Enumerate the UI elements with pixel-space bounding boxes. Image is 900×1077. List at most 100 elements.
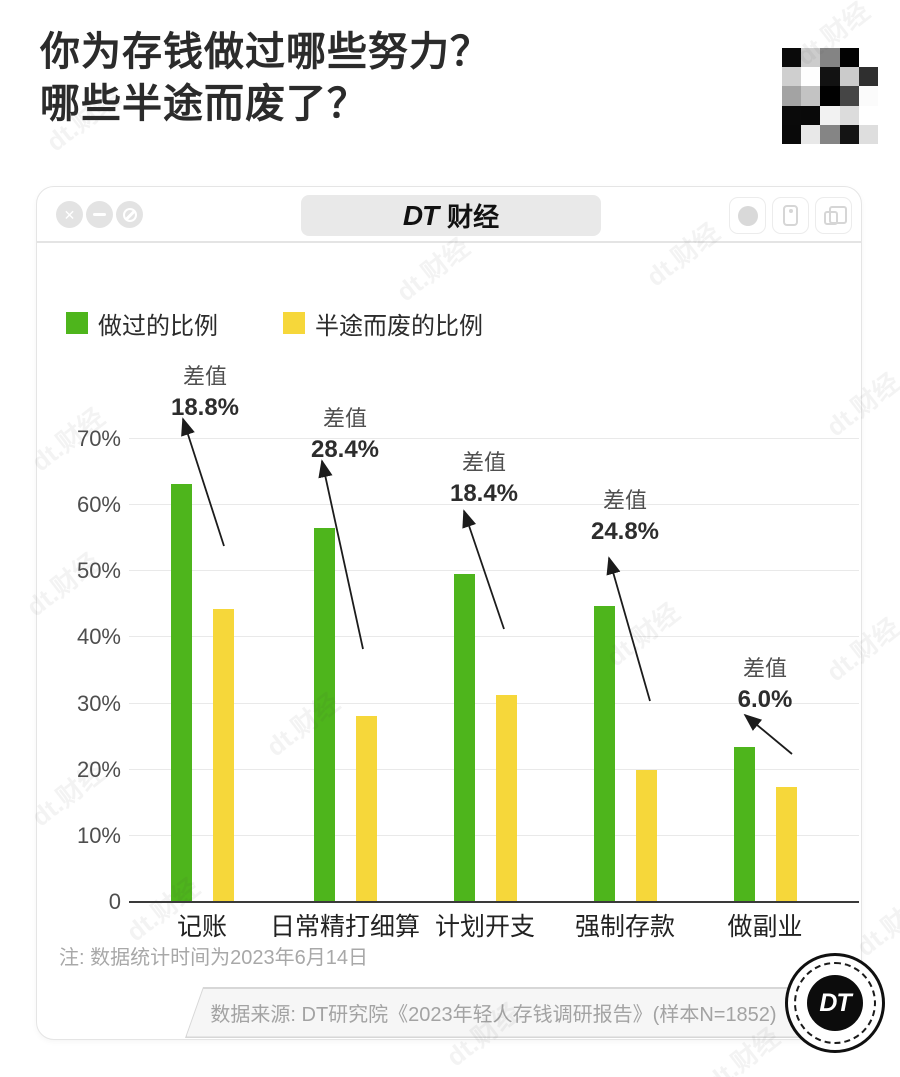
record-button[interactable] [729, 197, 766, 234]
copy-icon [824, 206, 847, 225]
window-title: DT 财经 [301, 195, 601, 236]
gridline [129, 570, 859, 572]
gridline [129, 504, 859, 506]
y-axis-tick: 10% [76, 822, 121, 848]
bar-abandoned [355, 715, 377, 901]
mosaic-cell [782, 105, 802, 125]
diff-annotation-value: 6.0% [737, 686, 793, 713]
diff-annotation: 差值 28.4% [270, 401, 420, 464]
legend-item-abandoned: 半途而废的比例 [283, 311, 483, 340]
mosaic-cell [801, 105, 821, 125]
diff-annotation-value: 18.4% [449, 480, 519, 507]
block-button[interactable] [116, 201, 143, 228]
mosaic-cell [858, 67, 878, 87]
mosaic-cell [820, 86, 840, 106]
mosaic-cell [820, 105, 840, 125]
bar-abandoned [775, 786, 797, 901]
x-axis-label: 计划开支 [434, 913, 535, 941]
mosaic-cell [801, 86, 821, 106]
x-axis-line [129, 901, 859, 903]
mosaic-cell [839, 105, 859, 125]
diff-annotation-label: 差值 [602, 488, 647, 513]
gridline [129, 438, 859, 439]
gridline [129, 768, 859, 770]
mosaic-cell [782, 67, 802, 87]
gridline [129, 834, 859, 836]
minimize-button[interactable] [86, 201, 113, 228]
y-axis-tick: 30% [76, 690, 121, 716]
window-titlebar: ✕ DT 财经 [37, 187, 861, 243]
page-icon [783, 205, 798, 226]
brand-dt-logo: DT [402, 199, 439, 231]
diff-annotation: 差值 24.8% [550, 483, 700, 546]
chart-note: 注: 数据统计时间为2023年6月14日 [59, 947, 368, 969]
mosaic-cell [820, 48, 840, 68]
x-axis-label: 做副业 [727, 913, 803, 941]
close-button[interactable]: ✕ [56, 201, 83, 228]
mosaic-cell [820, 67, 840, 87]
mosaic-cell [858, 48, 878, 68]
diff-annotation-label: 差值 [182, 364, 227, 389]
bar-done [170, 484, 192, 901]
mosaic-cell [858, 124, 878, 144]
mosaic-cell [801, 67, 821, 87]
record-icon [737, 205, 758, 226]
mosaic-cell [839, 124, 859, 144]
diff-annotation: 差值 6.0% [690, 651, 840, 714]
dt-logo: DT [785, 953, 885, 1053]
source-strip: 数据来源: DT研究院《2023年轻人存钱调研报告》(样本N=1852) [185, 987, 862, 1038]
legend-swatch-done [66, 312, 88, 334]
y-axis-tick: 0 [108, 889, 121, 914]
diff-annotation-label: 差值 [742, 656, 787, 681]
x-axis-label: 日常精打细算 [269, 913, 420, 941]
mosaic-cell [782, 124, 802, 144]
x-axis-label: 记账 [176, 913, 227, 941]
chart-window: ✕ DT 财经 做过的比例 半途而废的比例 70% 60% 50% 40% 30% 20%… [36, 186, 885, 1053]
mosaic-cell [820, 124, 840, 144]
bar-done [313, 528, 335, 901]
page-title-line2: 哪些半途而废了？ [40, 82, 368, 126]
page-title: 你为存钱做过哪些努力？ 哪些半途而废了？ [40, 26, 491, 130]
x-axis-label: 强制存款 [574, 913, 675, 941]
dt-logo-text: DT [819, 988, 851, 1017]
mosaic-cell [782, 48, 802, 68]
page-title-line1: 你为存钱做过哪些努力？ [40, 30, 491, 74]
y-axis-tick: 20% [76, 756, 121, 782]
bar-done [453, 573, 475, 901]
legend-label-done: 做过的比例 [98, 312, 218, 340]
mosaic-cell [858, 86, 878, 106]
bar-done [593, 606, 615, 901]
legend-swatch-abandoned [283, 312, 305, 334]
legend-label-abandoned: 半途而废的比例 [315, 312, 483, 340]
plot-area: 70% 60% 50% 40% 30% 20% 10% 0 记账 日常精打细算 计划开支 强制存款 做副… [37, 187, 863, 1041]
diff-annotation-label: 差值 [322, 406, 367, 431]
legend-item-done: 做过的比例 [66, 311, 218, 340]
mosaic-cell [801, 124, 821, 144]
gridline [129, 636, 859, 638]
diff-annotation-value: 24.8% [590, 518, 660, 545]
y-axis-tick: 60% [76, 492, 121, 518]
screenshot-button[interactable] [772, 197, 809, 234]
mosaic-cell [858, 105, 878, 125]
copy-button[interactable] [815, 197, 852, 234]
minimize-icon [93, 213, 106, 216]
dt-logo-dashed-ring [794, 962, 876, 1044]
y-axis-tick: 40% [76, 624, 121, 650]
source-text: 数据来源: DT研究院《2023年轻人存钱调研报告》(样本N=1852) [210, 1004, 777, 1026]
mosaic-cell [839, 67, 859, 87]
brand-name: 财经 [447, 202, 500, 232]
bar-abandoned [635, 770, 657, 901]
diff-annotation-value: 18.8% [170, 394, 240, 421]
diff-annotation: 差值 18.8% [130, 359, 280, 422]
mosaic-cell [839, 48, 859, 68]
mosaic-cell [782, 86, 802, 106]
bar-abandoned [212, 608, 234, 901]
pixel-mosaic-icon [782, 48, 878, 144]
mosaic-cell [801, 48, 821, 68]
gridline [129, 702, 859, 704]
diff-annotation-label: 差值 [461, 450, 506, 475]
bar-abandoned [495, 695, 517, 901]
y-axis-tick: 70% [76, 426, 121, 451]
mosaic-cell [839, 86, 859, 106]
